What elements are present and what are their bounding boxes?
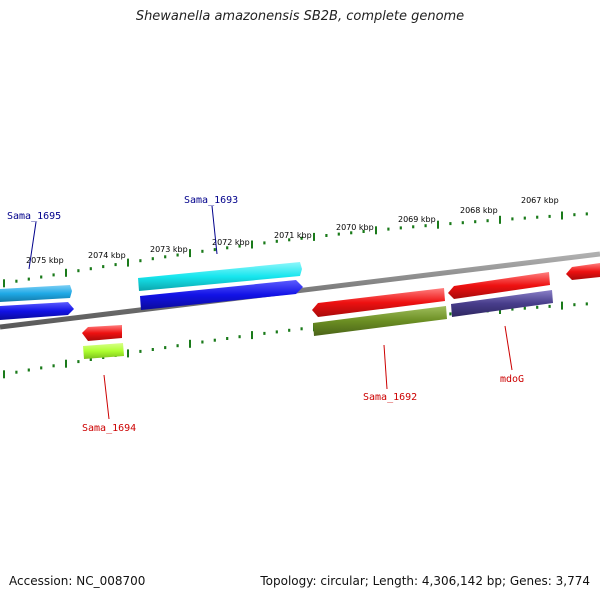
gene-label-sama-1695[interactable]: Sama_1695 [7,211,61,222]
tick-label-2070: 2070 kbp [336,223,374,232]
gene-red-arrow-3[interactable] [448,272,550,299]
gene-blue-left-arrow[interactable] [0,302,74,320]
gene-red-arrow-4[interactable] [566,263,600,280]
gene-sama-1693-block[interactable] [138,262,302,291]
gene-red-arrow-2[interactable] [312,288,445,317]
leader-sama-1692 [383,344,388,390]
tick-label-2072: 2072 kbp [212,238,250,247]
gene-mdog-block[interactable] [451,290,553,317]
gene-label-mdog[interactable]: mdoG [500,374,524,385]
gene-label-sama-1694[interactable]: Sama_1694 [82,423,136,434]
leader-sama-1695 [28,221,37,270]
tick-label-2073: 2073 kbp [150,245,188,254]
tick-label-2069: 2069 kbp [398,215,436,224]
gene-red-arrow-1[interactable] [82,325,122,341]
gene-label-sama-1693[interactable]: Sama_1693 [184,195,238,206]
tick-label-2074: 2074 kbp [88,251,126,260]
tick-labels: 2075 kbp 2074 kbp 2073 kbp 2072 kbp 2071… [26,196,559,265]
gene-sama-1694-block[interactable] [83,343,124,359]
tick-label-2068: 2068 kbp [460,206,498,215]
leader-sama-1694 [103,374,110,420]
accession-text: Accession: NC_008700 [9,574,146,588]
tick-label-2071: 2071 kbp [274,231,312,240]
gene-sama-1692-block[interactable] [313,306,447,336]
genome-title: Shewanella amazonensis SB2B, complete ge… [135,9,465,24]
gene-blue-right-arrow[interactable] [140,280,303,310]
gene-label-sama-1692[interactable]: Sama_1692 [363,392,417,403]
gene-sama-1695-block[interactable] [0,285,72,302]
tick-label-2075: 2075 kbp [26,256,64,265]
tick-label-2067: 2067 kbp [521,196,559,205]
genome-backbone [0,251,600,330]
leader-mdog [504,325,513,371]
leader-sama-1693 [211,205,218,255]
tick-marks-forward [3,211,588,288]
genome-info-text: Topology: circular; Length: 4,306,142 bp… [260,574,590,588]
